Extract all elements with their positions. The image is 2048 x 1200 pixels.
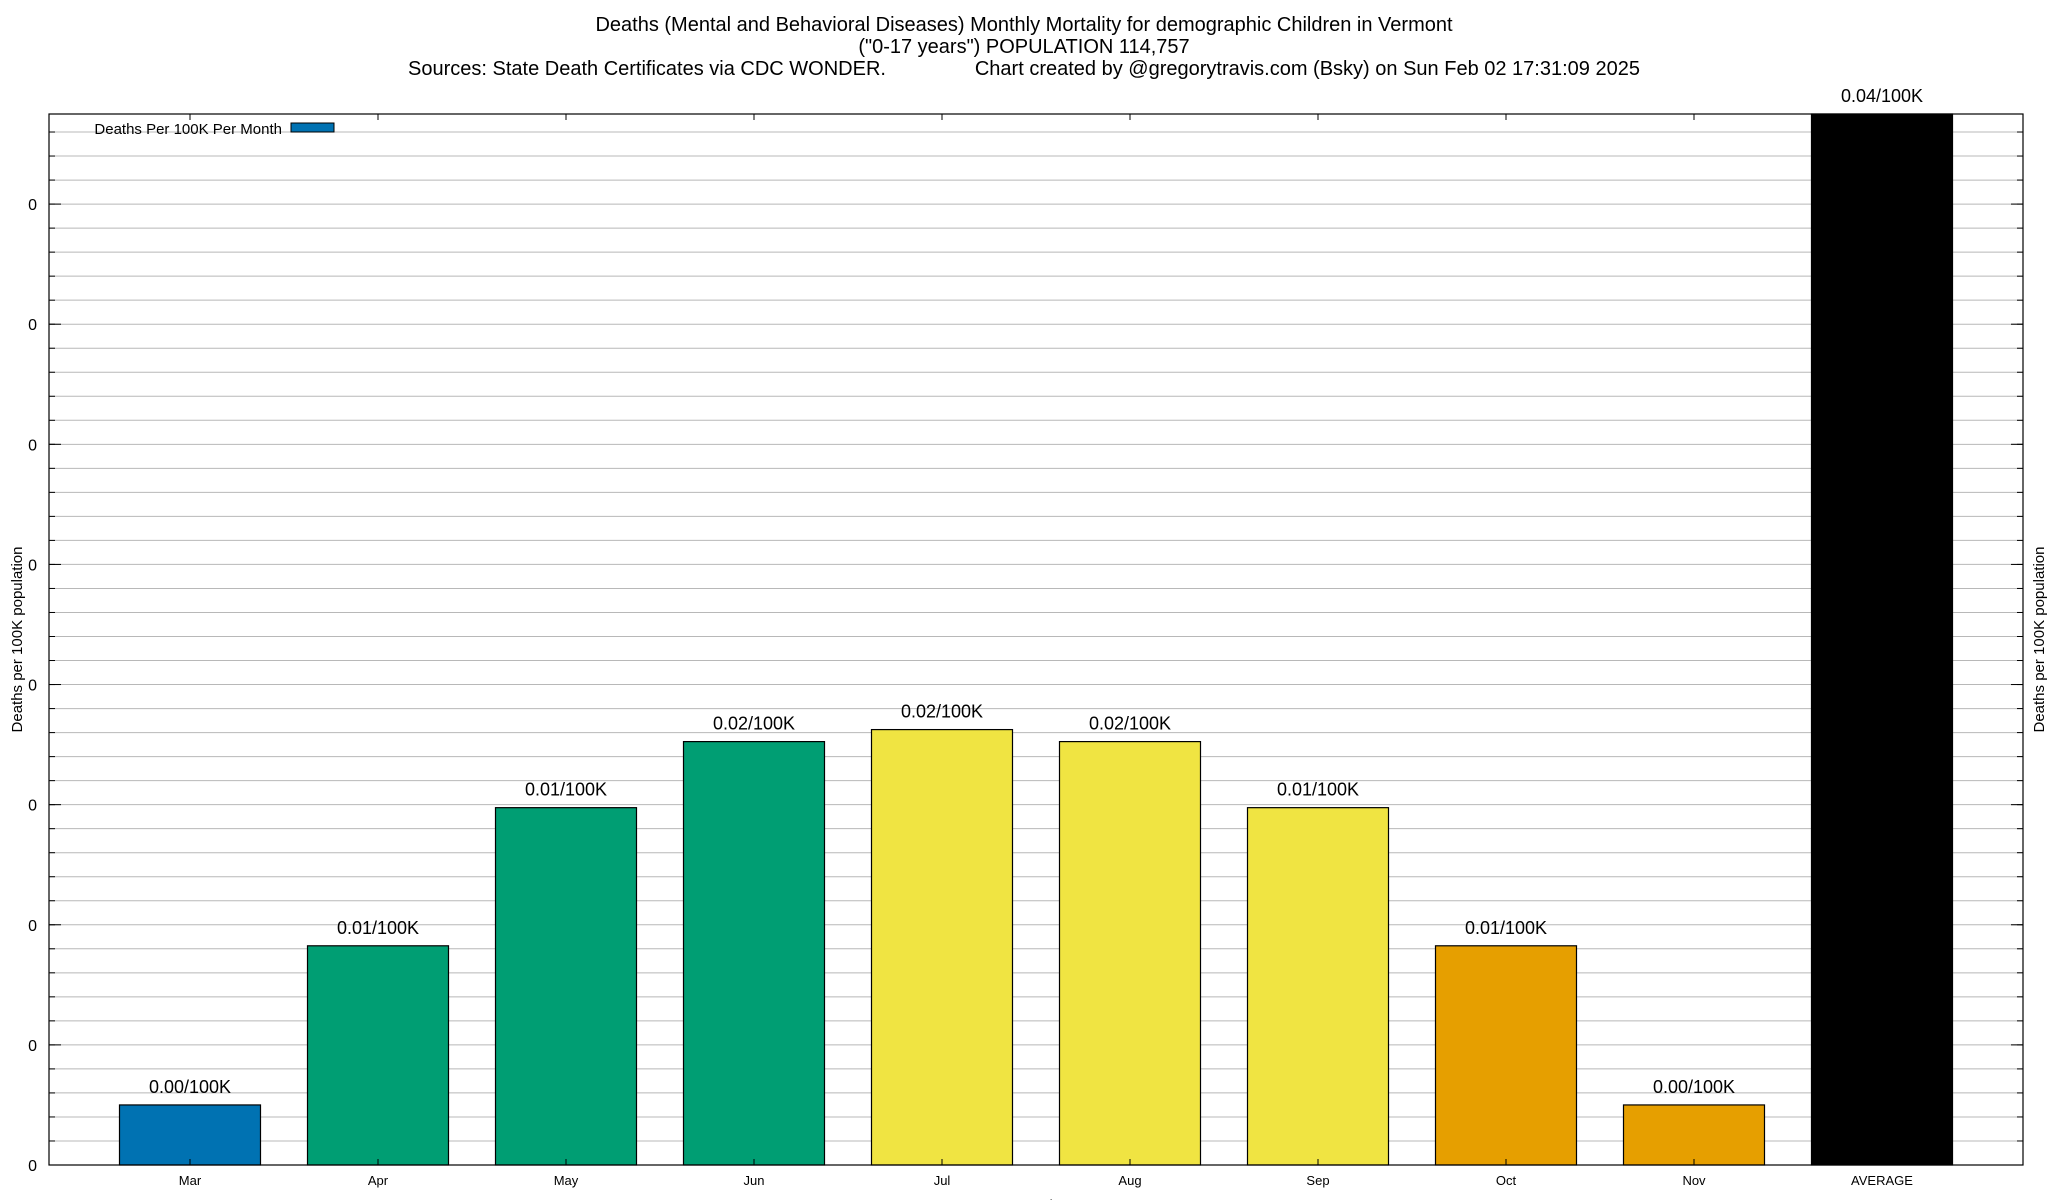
y-tick-label: 0: [28, 197, 37, 214]
x-tick-label: Aug: [1118, 1173, 1141, 1188]
y-tick-label: 0: [28, 437, 37, 454]
data-label: 0.01/100K: [337, 918, 419, 938]
bar-jun: [682, 740, 826, 1166]
y-tick-label: 0: [28, 1158, 37, 1175]
x-tick-label: May: [554, 1173, 579, 1188]
data-label: 0.01/100K: [525, 780, 607, 800]
bar-nov: [1622, 1104, 1766, 1166]
y-tick-label: 0: [28, 798, 37, 815]
y-axis-label: Deaths per 100K population: [9, 547, 26, 733]
data-label: 0.02/100K: [1089, 714, 1171, 734]
y2-axis-label: Deaths per 100K population: [2031, 547, 2048, 733]
title-line-1: Deaths (Mental and Behavioral Diseases) …: [595, 14, 1453, 36]
data-label: 0.00/100K: [1653, 1077, 1735, 1097]
data-label: 0.01/100K: [1465, 918, 1547, 938]
legend-swatch: [290, 122, 335, 133]
axes: 0 0 0 0 0 0 0 0 0 Mar Apr May Jun Jul Aug Sep Oct Nov AVER…: [9, 113, 2048, 1200]
y-tick-label: 0: [28, 918, 37, 935]
bar-mar: [118, 1104, 262, 1166]
data-label: 0.02/100K: [713, 714, 795, 734]
bar-sep: [1246, 807, 1390, 1166]
x-tick-label: Nov: [1682, 1173, 1706, 1188]
x-axis-label: Month: [1014, 1198, 1058, 1200]
data-label: 0.00/100K: [149, 1077, 231, 1097]
y-tick-label: 0: [28, 1038, 37, 1055]
y-tick-label: 0: [28, 557, 37, 574]
bar-oct: [1434, 945, 1578, 1166]
data-label: 0.02/100K: [901, 702, 983, 722]
x-tick-label: Oct: [1496, 1173, 1517, 1188]
title-line-3: Sources: State Death Certificates via CD…: [408, 58, 1640, 80]
x-tick-label: Jun: [744, 1173, 765, 1188]
x-tick-label: Sep: [1306, 1173, 1329, 1188]
bar-jul: [870, 728, 1014, 1166]
title-line-2: ("0-17 years") POPULATION 114,757: [858, 36, 1190, 58]
x-tick-label: Apr: [368, 1173, 389, 1188]
plot-frame: [48, 113, 2024, 1166]
data-label: 0.01/100K: [1277, 780, 1359, 800]
data-label: 0.04/100K: [1841, 86, 1923, 106]
bar-aug: [1058, 740, 1202, 1166]
bar-apr: [306, 945, 450, 1166]
x-tick-label: Mar: [179, 1173, 202, 1188]
legend-label: Deaths Per 100K Per Month: [94, 121, 282, 138]
y-tick-label: 0: [28, 317, 37, 334]
x-tick-label: Jul: [934, 1173, 951, 1188]
bar-may: [494, 807, 638, 1166]
chart-title: Deaths (Mental and Behavioral Diseases) …: [0, 14, 2048, 80]
grid-lines: [49, 131, 2023, 1142]
x-tick-label: AVERAGE: [1851, 1173, 1913, 1188]
bar-average: [1810, 113, 1954, 1166]
bars: 0.00/100K 0.01/100K 0.01/100K 0.02/100K 0.02…: [118, 86, 1954, 1166]
legend: Deaths Per 100K Per Month: [94, 121, 335, 138]
y-tick-label: 0: [28, 678, 37, 695]
